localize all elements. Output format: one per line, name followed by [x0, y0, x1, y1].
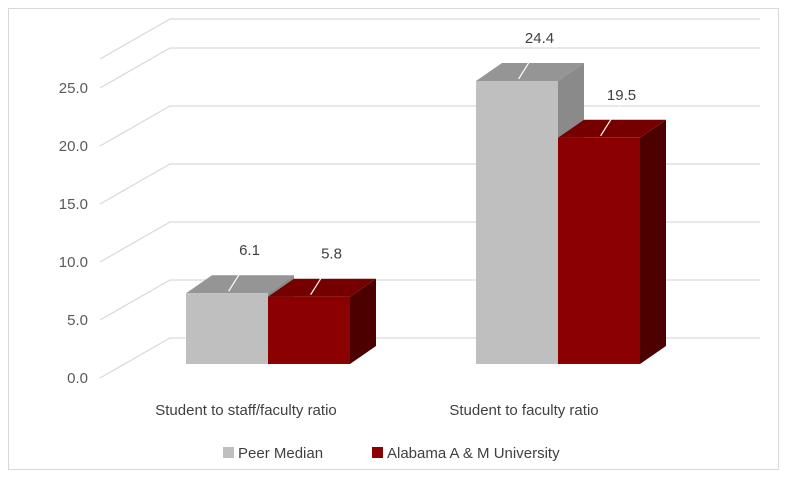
bars — [186, 62, 666, 365]
y-tick-label: 25.0 — [59, 80, 88, 97]
legend-swatch — [372, 447, 383, 458]
leader-line — [228, 260, 249, 292]
category-label: Student to staff/faculty ratio — [155, 402, 337, 419]
data-label: 5.8 — [321, 246, 342, 263]
y-tick-label: 5.0 — [67, 312, 88, 329]
category-labels: Student to staff/faculty ratio Student to… — [155, 402, 598, 419]
bar — [268, 278, 376, 364]
y-tick-label: 0.0 — [67, 370, 88, 387]
gridline — [99, 47, 760, 89]
legend-label: Peer Median — [238, 445, 323, 462]
data-label: 6.1 — [239, 242, 260, 259]
y-tick-label: 10.0 — [59, 254, 88, 271]
leader-line — [518, 48, 539, 80]
y-axis-ticks: 0.0 5.0 10.0 15.0 20.0 25.0 — [59, 80, 88, 387]
legend: Peer Median Alabama A & M University — [223, 445, 560, 462]
leader-line — [310, 264, 331, 296]
data-labels: 6.1 5.8 24.4 19.5 — [228, 30, 636, 296]
data-label: 24.4 — [525, 30, 554, 47]
data-label: 19.5 — [607, 87, 636, 104]
legend-swatch — [223, 447, 234, 458]
y-tick-label: 20.0 — [59, 138, 88, 155]
category-label: Student to faculty ratio — [449, 402, 598, 419]
leader-line — [600, 105, 621, 137]
gridline — [99, 18, 760, 60]
y-tick-label: 15.0 — [59, 196, 88, 213]
legend-label: Alabama A & M University — [387, 445, 560, 462]
bar — [558, 119, 666, 364]
